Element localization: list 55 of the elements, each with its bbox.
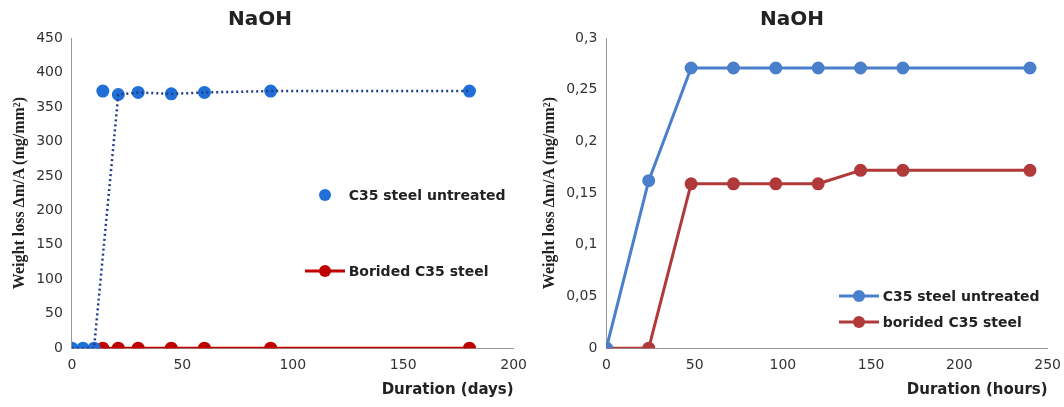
y-tick-label: 100 bbox=[36, 269, 63, 286]
y-tick-label: 0 bbox=[54, 338, 63, 355]
y-tick-label: 150 bbox=[36, 235, 63, 252]
legend-label: C35 steel untreated bbox=[882, 288, 1040, 305]
point bbox=[769, 177, 783, 191]
legend-label: C35 steel untreated bbox=[348, 187, 506, 204]
y-tick-label: 50 bbox=[45, 304, 63, 321]
y-tick-label: 450 bbox=[36, 28, 63, 45]
x-tick-label: 50 bbox=[173, 356, 192, 373]
y-axis-title: Weight loss Δm/A (mg/mm²) bbox=[539, 97, 558, 290]
y-tick-label: 400 bbox=[36, 63, 63, 80]
legend-label: Borided C35 steel bbox=[348, 263, 489, 280]
point bbox=[811, 61, 825, 75]
legend-label: borided C35 steel bbox=[882, 314, 1022, 331]
x-tick-label: 200 bbox=[500, 356, 528, 373]
point bbox=[1023, 163, 1037, 177]
point bbox=[1023, 61, 1037, 75]
y-tick-label: 300 bbox=[36, 132, 63, 149]
chart-title: NaOH bbox=[228, 6, 292, 31]
x-tick-label: 0 bbox=[601, 356, 611, 373]
y-axis-title: Weight loss Δm/A (mg/mm²) bbox=[9, 97, 28, 290]
y-tick-label: 0,3 bbox=[575, 28, 598, 45]
y-tick-label: 200 bbox=[36, 200, 63, 217]
point bbox=[769, 61, 783, 75]
x-tick-label: 150 bbox=[857, 356, 885, 373]
x-tick-label: 150 bbox=[389, 356, 417, 373]
point bbox=[684, 177, 698, 191]
y-tick-label: 0,25 bbox=[566, 80, 598, 97]
point bbox=[896, 61, 910, 75]
x-tick-label: 50 bbox=[685, 356, 704, 373]
y-tick-label: 0 bbox=[588, 338, 598, 355]
y-tick-label: 250 bbox=[36, 166, 63, 183]
point bbox=[854, 61, 868, 75]
x-tick-label: 250 bbox=[1034, 356, 1062, 373]
y-tick-label: 0,15 bbox=[566, 183, 598, 200]
y-tick-label: 0,1 bbox=[575, 235, 598, 252]
x-tick-label: 0 bbox=[67, 356, 77, 373]
point bbox=[896, 163, 910, 177]
x-tick-label: 100 bbox=[279, 356, 307, 373]
point bbox=[726, 177, 740, 191]
chart-title: NaOH bbox=[760, 6, 824, 31]
point bbox=[854, 163, 868, 177]
x-axis-title: Duration (hours) bbox=[906, 379, 1048, 398]
point bbox=[726, 61, 740, 75]
y-tick-label: 0,2 bbox=[575, 132, 598, 149]
point bbox=[462, 84, 476, 98]
point bbox=[811, 177, 825, 191]
x-tick-label: 200 bbox=[946, 356, 973, 373]
y-tick-label: 350 bbox=[36, 97, 63, 114]
y-tick-label: 0,05 bbox=[566, 287, 598, 304]
point bbox=[684, 61, 698, 75]
x-axis-title: Duration (days) bbox=[381, 379, 514, 398]
point bbox=[642, 174, 656, 188]
point bbox=[96, 84, 110, 98]
x-tick-label: 100 bbox=[769, 356, 797, 373]
